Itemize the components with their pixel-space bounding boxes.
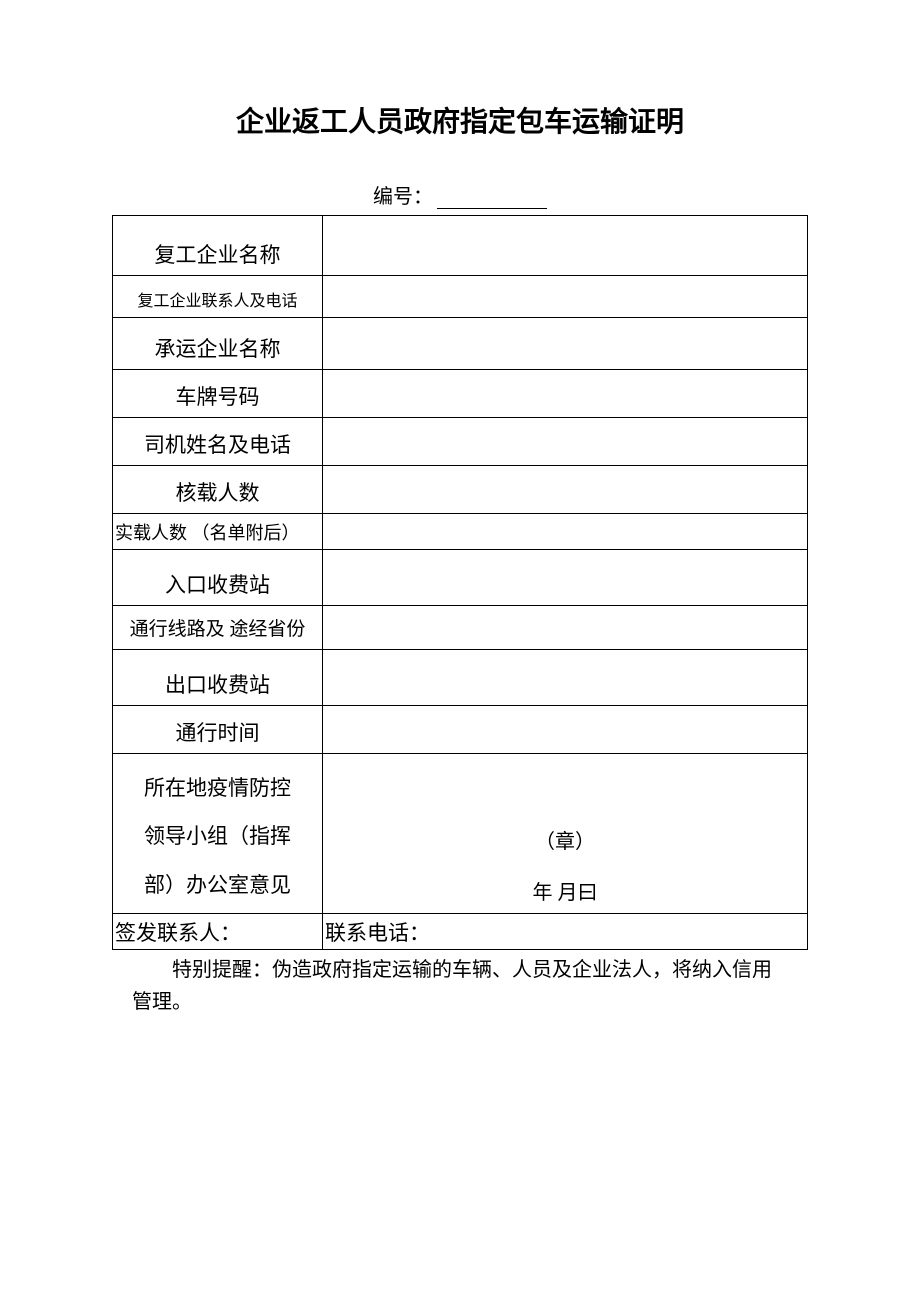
plate-number-label: 车牌号码 xyxy=(113,370,323,418)
table-row: 承运企业名称 xyxy=(113,318,808,370)
signer-cell: 签发联系人： xyxy=(113,914,323,950)
serial-value-underline xyxy=(437,208,547,209)
capacity-value[interactable] xyxy=(323,466,808,514)
serial-number-line: 编号： xyxy=(112,180,808,209)
date-placeholder: 年 月曰 xyxy=(331,876,799,905)
opinion-label: 所在地疫情防控 领导小组（指挥 部）办公室意见 xyxy=(113,754,323,914)
actual-load-value[interactable] xyxy=(323,514,808,550)
exit-toll-value[interactable] xyxy=(323,650,808,706)
table-row: 所在地疫情防控 领导小组（指挥 部）办公室意见 （章） 年 月曰 xyxy=(113,754,808,914)
route-value[interactable] xyxy=(323,606,808,650)
pass-time-label: 通行时间 xyxy=(113,706,323,754)
carrier-name-label: 承运企业名称 xyxy=(113,318,323,370)
footer-reminder: 特别提醒：伪造政府指定运输的车辆、人员及企业法人，将纳入信用管理。 xyxy=(112,954,808,1018)
opinion-label-line2: 领导小组（指挥 xyxy=(115,812,320,860)
exit-toll-label: 出口收费站 xyxy=(113,650,323,706)
table-row: 实载人数 （名单附后） xyxy=(113,514,808,550)
serial-label: 编号： xyxy=(373,186,433,208)
table-row: 司机姓名及电话 xyxy=(113,418,808,466)
table-row: 核载人数 xyxy=(113,466,808,514)
signer-person-label: 签发联系人： xyxy=(115,921,241,945)
driver-info-label: 司机姓名及电话 xyxy=(113,418,323,466)
capacity-label: 核载人数 xyxy=(113,466,323,514)
actual-load-label: 实载人数 （名单附后） xyxy=(113,514,323,550)
table-row: 复工企业联系人及电话 xyxy=(113,276,808,318)
table-row: 签发联系人： 联系电话： xyxy=(113,914,808,950)
carrier-name-value[interactable] xyxy=(323,318,808,370)
table-row: 通行线路及 途经省份 xyxy=(113,606,808,650)
stamp-placeholder: （章） xyxy=(331,825,799,854)
opinion-value[interactable]: （章） 年 月曰 xyxy=(323,754,808,914)
table-row: 出口收费站 xyxy=(113,650,808,706)
company-contact-label: 复工企业联系人及电话 xyxy=(113,276,323,318)
driver-info-value[interactable] xyxy=(323,418,808,466)
company-name-label: 复工企业名称 xyxy=(113,216,323,276)
signer-phone-cell: 联系电话： xyxy=(323,914,808,950)
table-row: 入口收费站 xyxy=(113,550,808,606)
opinion-label-line1: 所在地疫情防控 xyxy=(115,764,320,812)
company-contact-value[interactable] xyxy=(323,276,808,318)
plate-number-value[interactable] xyxy=(323,370,808,418)
table-row: 车牌号码 xyxy=(113,370,808,418)
table-row: 通行时间 xyxy=(113,706,808,754)
entry-toll-label: 入口收费站 xyxy=(113,550,323,606)
pass-time-value[interactable] xyxy=(323,706,808,754)
company-name-value[interactable] xyxy=(323,216,808,276)
route-label: 通行线路及 途经省份 xyxy=(113,606,323,650)
signer-phone-label: 联系电话： xyxy=(325,921,430,945)
opinion-label-line3: 部）办公室意见 xyxy=(115,861,320,909)
table-row: 复工企业名称 xyxy=(113,216,808,276)
certificate-form-table: 复工企业名称 复工企业联系人及电话 承运企业名称 车牌号码 司机姓名及电话 核载… xyxy=(112,215,808,950)
document-title: 企业返工人员政府指定包车运输证明 xyxy=(112,100,808,140)
page-container: 企业返工人员政府指定包车运输证明 编号： 复工企业名称 复工企业联系人及电话 承… xyxy=(0,0,920,1018)
entry-toll-value[interactable] xyxy=(323,550,808,606)
